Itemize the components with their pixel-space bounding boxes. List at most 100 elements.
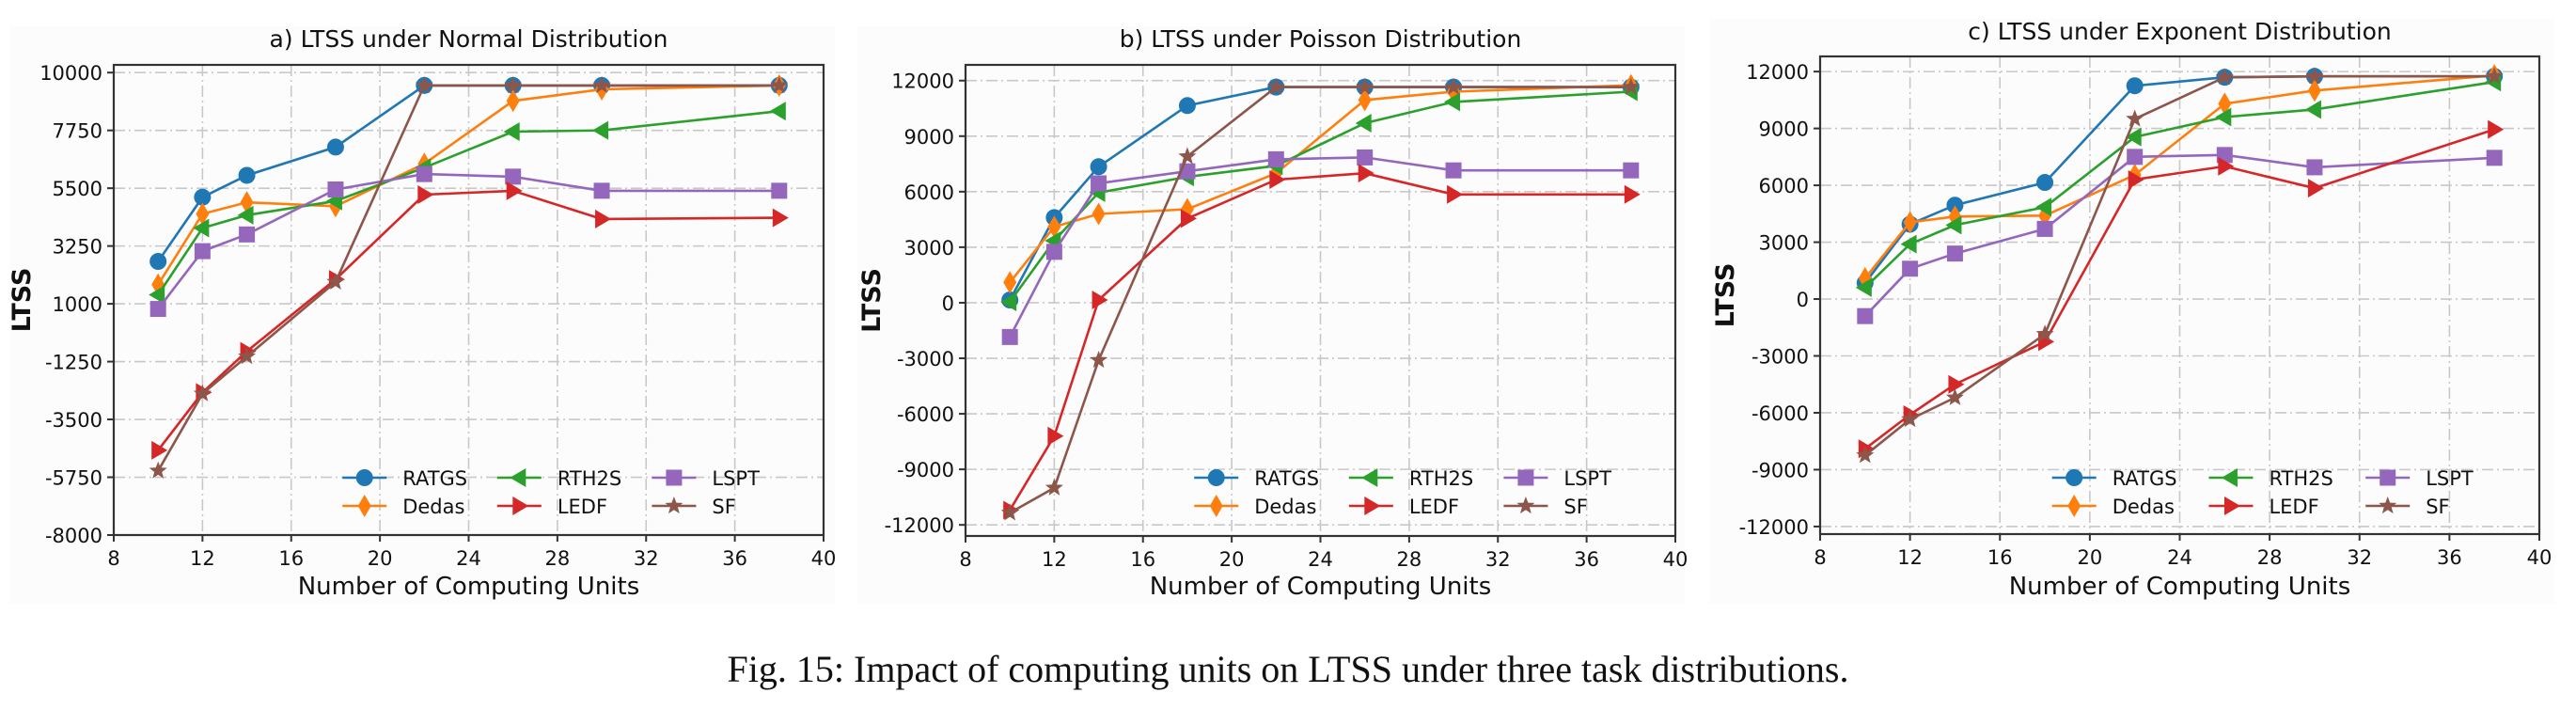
data-point-sf [1356, 77, 1374, 95]
legend-label: LSPT [1563, 467, 1611, 490]
legend-marker-square-icon [666, 469, 683, 486]
legend-label: Dedas [1254, 496, 1316, 518]
data-point-lspt [593, 182, 610, 199]
data-point-rth2s [237, 205, 254, 225]
x-tick-label: 36 [722, 547, 747, 570]
y-tick-label: -9000 [897, 459, 954, 481]
data-point-dedas [506, 89, 520, 113]
chart-normal-distribution: a) LTSS under Normal Distribution 8 12 16 20… [8, 25, 836, 601]
data-point-dedas [1092, 202, 1106, 226]
legend-item-ledf: LEDF [1348, 496, 1459, 518]
legend-item-sf: SF [1503, 496, 1588, 518]
data-point-lspt [416, 165, 432, 182]
data-point-lspt [239, 226, 256, 243]
series-line-sf [1863, 74, 2495, 457]
y-tick-label: -5750 [45, 467, 102, 490]
x-tick-label: 32 [634, 547, 659, 570]
legend-marker-triangle-right-icon [2223, 496, 2240, 515]
x-tick-label: 12 [190, 547, 215, 570]
figure-caption: Fig. 15: Impact of computing units on LT… [727, 648, 1849, 690]
y-tick-label: -12000 [885, 514, 954, 537]
legend-marker-triangle-right-icon [512, 496, 529, 515]
series-line-dedas [1009, 84, 1631, 284]
series-line-ledf [157, 189, 779, 451]
data-point-lspt [2036, 220, 2053, 237]
data-point-lspt [505, 168, 522, 185]
plot-frame [964, 63, 1677, 538]
legend-item-rth2s: RTH2S [2208, 467, 2333, 490]
legend-marker-thin-diamond-icon [2067, 495, 2081, 517]
x-tick-label: 40 [811, 547, 837, 570]
x-tick-label: 16 [1987, 546, 2013, 569]
legend-item-ratgs: RATGS [342, 467, 467, 490]
legend-item-rth2s: RTH2S [1348, 467, 1473, 490]
legend-marker-circle-icon [355, 469, 373, 486]
data-point-rth2s [2035, 197, 2052, 217]
y-tick-label: 0 [942, 292, 954, 315]
legend-marker-triangle-right-icon [1364, 496, 1381, 515]
data-point-lspt [1267, 150, 1284, 167]
data-point-ledf [595, 209, 612, 228]
panel-a-background [9, 26, 835, 604]
legend-item-lspt: LSPT [1503, 467, 1611, 490]
series-rth2s [1855, 72, 2502, 297]
x-tick-label: 16 [278, 547, 304, 570]
data-point-lspt [327, 181, 344, 198]
x-tick-label: 40 [1663, 548, 1689, 571]
series-lspt [1857, 147, 2503, 324]
x-tick-label: 36 [1574, 548, 1599, 571]
data-point-lspt [1091, 175, 1107, 192]
data-point-lspt [1946, 245, 1963, 262]
data-point-sf [1178, 147, 1197, 165]
legend-label: LEDF [1409, 496, 1459, 518]
x-tick-label: 8 [107, 547, 119, 570]
legend-marker-circle-icon [2066, 469, 2083, 486]
legend-marker-thin-diamond-icon [357, 495, 371, 517]
data-point-ledf [1047, 426, 1064, 446]
legend-marker-square-icon [1517, 469, 1534, 486]
legend-item-rth2s: RTH2S [496, 467, 621, 490]
data-point-dedas [196, 202, 210, 226]
data-point-lspt [1445, 162, 1462, 179]
y-tick-label: -12000 [1739, 516, 1809, 539]
legend-item-lspt: LSPT [652, 467, 760, 490]
data-point-sf [2485, 67, 2504, 85]
data-point-ledf [1092, 291, 1108, 310]
data-point-ledf [151, 440, 168, 460]
data-point-lspt [1357, 149, 1374, 165]
data-point-sf [1856, 446, 1875, 464]
legend-item-ratgs: RATGS [2051, 467, 2177, 490]
data-point-rth2s [2125, 127, 2142, 147]
data-point-sf [2305, 67, 2324, 85]
y-tick-label: -9000 [1751, 459, 1809, 481]
legend-label: LSPT [712, 467, 760, 490]
data-point-ledf [1447, 184, 1464, 204]
data-point-lspt [2306, 159, 2323, 176]
chart-title: b) LTSS under Poisson Distribution [1120, 25, 1522, 53]
chart-title: a) LTSS under Normal Distribution [270, 25, 668, 53]
data-point-lspt [1902, 260, 1919, 277]
x-tick-label: 16 [1130, 548, 1155, 571]
gridlines [1820, 56, 2539, 534]
y-tick-label: 6000 [1759, 175, 1809, 197]
data-point-ledf [506, 181, 523, 200]
legend-label: RTH2S [1409, 467, 1473, 490]
data-point-ratgs [326, 138, 344, 156]
panel-b-background [857, 26, 1685, 604]
legend-label: RTH2S [558, 467, 621, 490]
data-point-lspt [1001, 328, 1018, 345]
data-point-dedas [1903, 211, 1917, 234]
legend-label: SF [1563, 496, 1587, 518]
data-point-lspt [149, 301, 166, 318]
data-point-sf [504, 75, 523, 93]
legend-label: Dedas [2113, 496, 2175, 518]
data-point-ledf [772, 208, 789, 228]
series-line-rth2s [1863, 80, 2495, 289]
data-point-rth2s [2215, 107, 2232, 127]
data-point-sf [592, 75, 611, 93]
y-tick-label: 9000 [1759, 118, 1809, 141]
data-point-rth2s [2304, 100, 2321, 119]
legend-marker-star-icon [1516, 496, 1535, 514]
data-point-sf [2035, 324, 2054, 342]
legend-item-dedas: Dedas [342, 495, 464, 518]
